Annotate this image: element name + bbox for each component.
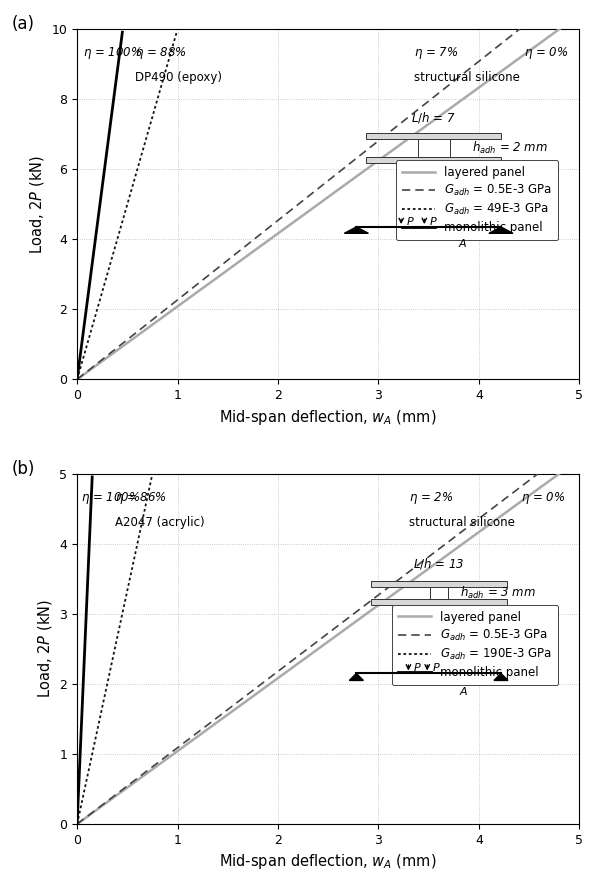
Text: $L/h$ = 7: $L/h$ = 7 [412, 110, 456, 124]
X-axis label: Mid-span deflection, $w_A$ (mm): Mid-span deflection, $w_A$ (mm) [220, 852, 437, 871]
Text: $P$: $P$ [406, 215, 415, 226]
Bar [366, 157, 502, 163]
Text: $h_{adh}$ = 2 mm: $h_{adh}$ = 2 mm [472, 140, 548, 156]
Text: $P$: $P$ [413, 661, 422, 673]
Text: (a): (a) [12, 15, 35, 33]
Polygon shape [344, 227, 368, 234]
Text: $\eta$ = 0%: $\eta$ = 0% [524, 45, 568, 61]
Text: $P$: $P$ [432, 661, 441, 673]
Text: $P$: $P$ [430, 215, 438, 226]
Bar [371, 581, 506, 587]
Polygon shape [494, 673, 508, 680]
Text: DP490 (epoxy): DP490 (epoxy) [136, 71, 223, 84]
Polygon shape [349, 673, 364, 680]
Y-axis label: Load, 2$P$ (kN): Load, 2$P$ (kN) [36, 599, 54, 698]
Text: $\eta$ = 88%: $\eta$ = 88% [136, 45, 187, 61]
Text: $h_{adh}$ = 3 mm: $h_{adh}$ = 3 mm [460, 585, 536, 601]
Polygon shape [489, 227, 513, 234]
Text: $A$: $A$ [460, 685, 469, 697]
Legend: layered panel, $G_{adh}$ = 0.5E-3 GPa, $G_{adh}$ = 190E-3 GPa, monolithic panel: layered panel, $G_{adh}$ = 0.5E-3 GPa, $… [392, 605, 559, 685]
Y-axis label: Load, 2$P$ (kN): Load, 2$P$ (kN) [28, 155, 46, 254]
Text: A2047 (acrylic): A2047 (acrylic) [115, 516, 205, 529]
Text: $\eta$ = 100%: $\eta$ = 100% [83, 45, 142, 61]
Bar [430, 587, 448, 599]
Bar [371, 599, 506, 605]
Text: (b): (b) [12, 460, 35, 478]
Text: $\eta$ = 2%: $\eta$ = 2% [409, 490, 453, 506]
X-axis label: Mid-span deflection, $w_A$ (mm): Mid-span deflection, $w_A$ (mm) [220, 408, 437, 426]
Text: structural silicone: structural silicone [409, 516, 514, 529]
Text: $\eta$ = 86%: $\eta$ = 86% [115, 490, 167, 506]
Legend: layered panel, $G_{adh}$ = 0.5E-3 GPa, $G_{adh}$ = 49E-3 GPa, monolithic panel: layered panel, $G_{adh}$ = 0.5E-3 GPa, $… [396, 160, 559, 241]
Bar [366, 133, 502, 139]
Text: $A$: $A$ [458, 237, 467, 250]
Text: $\eta$ = 7%: $\eta$ = 7% [413, 45, 458, 61]
Bar [418, 139, 450, 157]
Text: $\eta$ = 0%: $\eta$ = 0% [521, 490, 565, 506]
Text: $L/h$ = 13: $L/h$ = 13 [413, 556, 464, 571]
Text: structural silicone: structural silicone [413, 71, 520, 84]
Text: $\eta$ = 100%: $\eta$ = 100% [81, 490, 140, 506]
